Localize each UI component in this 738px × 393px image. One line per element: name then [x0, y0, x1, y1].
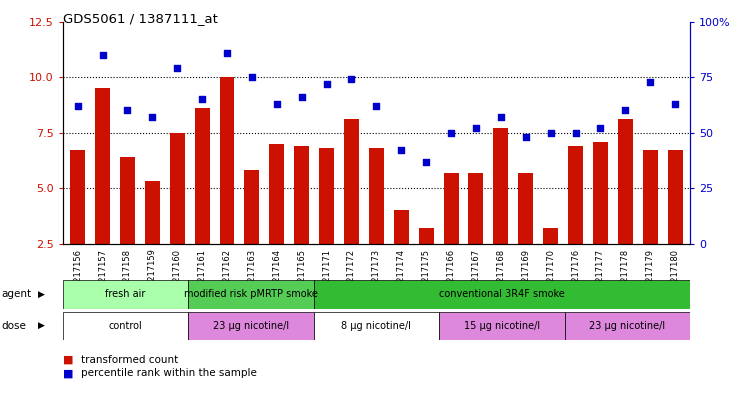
Bar: [70, 151, 85, 244]
Bar: [188, 312, 314, 340]
Point: [420, 158, 432, 165]
Bar: [394, 210, 409, 244]
Bar: [120, 157, 135, 244]
Bar: [618, 119, 632, 244]
Point: [669, 101, 681, 107]
Point: [445, 129, 457, 136]
Bar: [469, 173, 483, 244]
Text: transformed count: transformed count: [81, 354, 179, 365]
Point: [321, 81, 333, 87]
Bar: [319, 148, 334, 244]
Point: [72, 103, 83, 109]
Bar: [643, 151, 658, 244]
Text: 23 μg nicotine/l: 23 μg nicotine/l: [213, 321, 289, 331]
Bar: [63, 280, 188, 309]
Bar: [444, 173, 458, 244]
Point: [97, 52, 108, 58]
Point: [545, 129, 556, 136]
Point: [470, 125, 482, 131]
Bar: [494, 128, 508, 244]
Point: [495, 114, 507, 120]
Text: fresh air: fresh air: [106, 289, 145, 299]
Bar: [95, 88, 110, 244]
Point: [345, 76, 357, 83]
Text: ■: ■: [63, 368, 73, 378]
Text: dose: dose: [1, 321, 27, 331]
Point: [570, 129, 582, 136]
Point: [246, 74, 258, 80]
Point: [221, 50, 233, 56]
Point: [520, 134, 531, 140]
Point: [370, 103, 382, 109]
Point: [271, 101, 283, 107]
Bar: [170, 132, 184, 244]
Bar: [568, 146, 583, 244]
Bar: [369, 148, 384, 244]
Bar: [418, 228, 434, 244]
Text: control: control: [108, 321, 142, 331]
Point: [595, 125, 607, 131]
Point: [122, 107, 134, 114]
Bar: [63, 312, 188, 340]
Bar: [145, 182, 160, 244]
Text: agent: agent: [1, 289, 32, 299]
Text: ▶: ▶: [38, 321, 45, 330]
Bar: [518, 173, 533, 244]
Text: 15 μg nicotine/l: 15 μg nicotine/l: [463, 321, 540, 331]
Text: modified risk pMRTP smoke: modified risk pMRTP smoke: [184, 289, 318, 299]
Point: [619, 107, 631, 114]
Bar: [668, 151, 683, 244]
Bar: [565, 312, 690, 340]
Bar: [220, 77, 235, 244]
Text: percentile rank within the sample: percentile rank within the sample: [81, 368, 257, 378]
Text: ▶: ▶: [38, 290, 45, 299]
Text: GDS5061 / 1387111_at: GDS5061 / 1387111_at: [63, 12, 218, 25]
Bar: [195, 108, 210, 244]
Point: [296, 94, 308, 100]
Point: [644, 79, 656, 85]
Text: 8 μg nicotine/l: 8 μg nicotine/l: [342, 321, 411, 331]
Point: [196, 96, 208, 103]
Bar: [269, 144, 284, 244]
Bar: [593, 141, 608, 244]
Bar: [439, 312, 565, 340]
Bar: [294, 146, 309, 244]
Point: [171, 65, 183, 72]
Bar: [543, 228, 558, 244]
Text: 23 μg nicotine/l: 23 μg nicotine/l: [589, 321, 666, 331]
Point: [396, 147, 407, 154]
Text: conventional 3R4F smoke: conventional 3R4F smoke: [439, 289, 565, 299]
Bar: [314, 312, 439, 340]
Bar: [314, 280, 690, 309]
Point: [146, 114, 158, 120]
Bar: [344, 119, 359, 244]
Text: ■: ■: [63, 354, 73, 365]
Bar: [188, 280, 314, 309]
Bar: [244, 171, 259, 244]
